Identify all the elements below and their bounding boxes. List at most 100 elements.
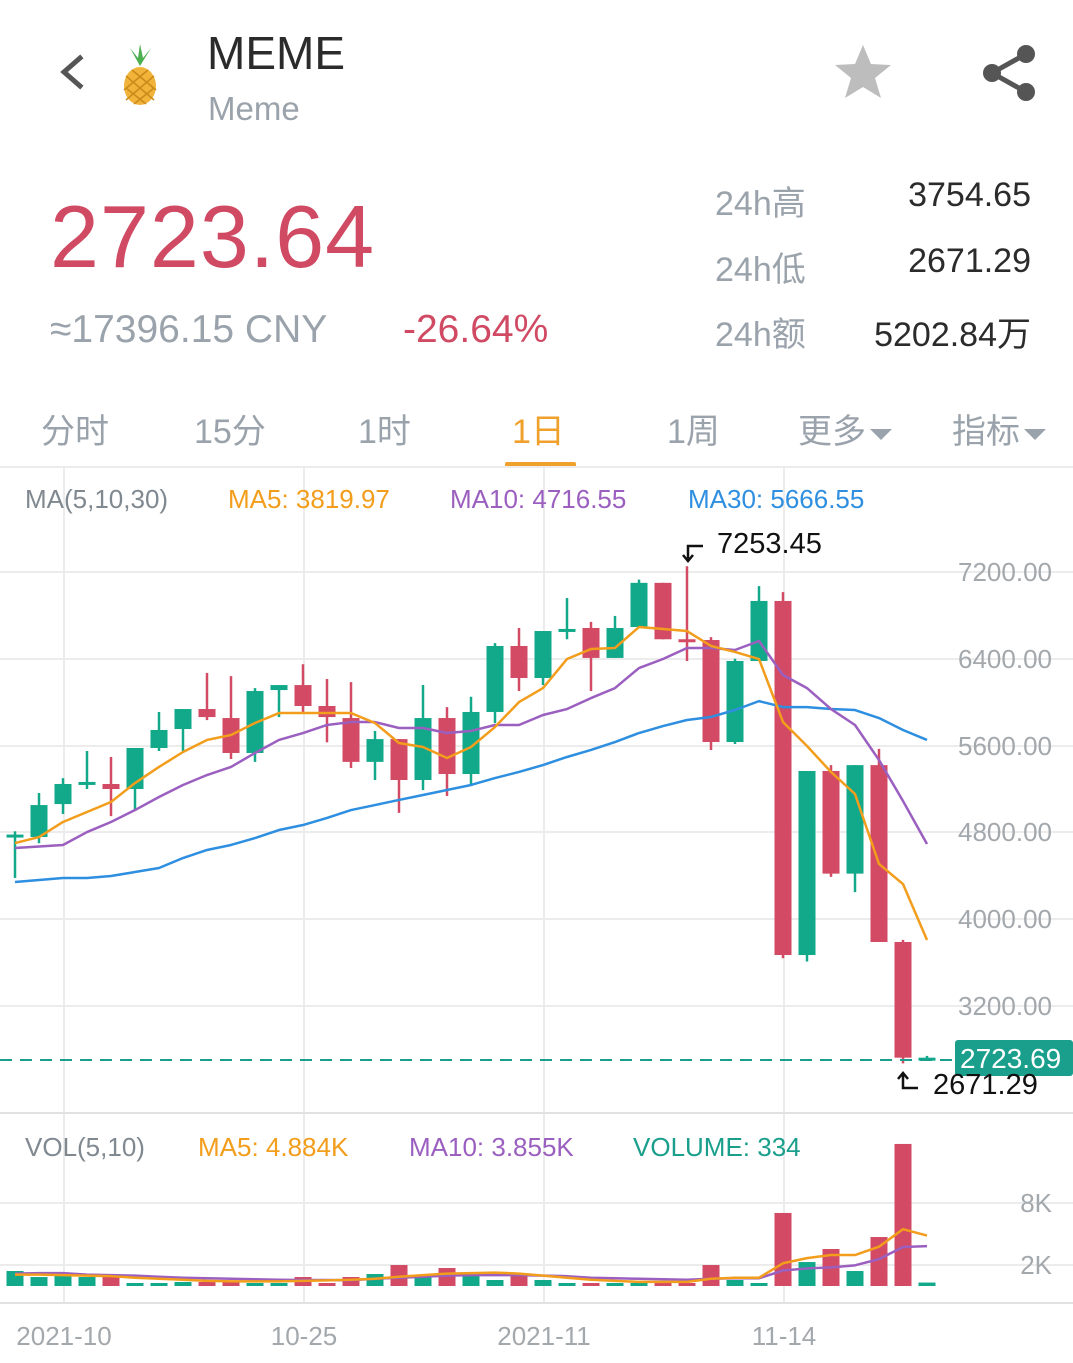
min-price-label: 2671.29 [933, 1069, 1038, 1101]
tab-label: 1时 [358, 413, 411, 451]
volume-bar [846, 1271, 864, 1286]
volume-bar [462, 1275, 480, 1286]
volume-bar [678, 1283, 696, 1286]
vol-legend-title: VOL(5,10) [25, 1132, 145, 1162]
chart-grid [0, 467, 1073, 1304]
coin-symbol: MEME [207, 27, 345, 79]
divider [0, 466, 1073, 468]
share-button[interactable] [978, 42, 1040, 104]
stat-low-label: 24h低 [715, 251, 806, 289]
candle-body [462, 711, 480, 775]
volume-bar [534, 1280, 552, 1286]
candle-body [822, 770, 840, 874]
tab-timeshare[interactable]: 分时 [41, 404, 109, 453]
tab-1day[interactable]: 1日 [512, 404, 565, 453]
candle-body [174, 709, 192, 729]
volume-bar [606, 1283, 624, 1286]
vol-ma5-legend: MA5: 4.884K [198, 1132, 349, 1162]
tab-label: 指标 [952, 413, 1020, 451]
volume-bar [126, 1283, 144, 1286]
candle-body [654, 582, 672, 640]
volume-bar [486, 1280, 504, 1286]
price-axis: 7200.00 6400.00 5600.00 4800.00 4000.00 3200.… [16, 557, 1052, 1351]
y-tick-label: 4000.00 [958, 904, 1052, 934]
chevron-left-icon [60, 54, 84, 90]
star-icon [835, 45, 891, 98]
ma-legend-title: MA(5,10,30) [25, 484, 168, 514]
volume-bar [702, 1265, 720, 1286]
candle-body [198, 709, 216, 718]
candle-body [390, 739, 408, 780]
candle-body [774, 600, 792, 956]
candle-body [150, 729, 168, 748]
volume-bar [798, 1262, 816, 1286]
candle-body [486, 645, 504, 712]
candle-body [870, 765, 888, 942]
change-percent: -26.64% [403, 308, 549, 351]
ma-lines [14, 625, 929, 1284]
y-tick-label: 7200.00 [958, 557, 1052, 587]
candle-body [102, 784, 120, 789]
candle-body [558, 628, 576, 632]
x-tick-label: 2021-11 [497, 1321, 591, 1351]
arrow-up-left-icon [897, 1071, 918, 1090]
candle-body [534, 631, 552, 679]
coin-name: Meme [208, 90, 300, 127]
candlestick-chart[interactable]: 7200.00 6400.00 5600.00 4800.00 4000.00 3200.… [0, 467, 1073, 1363]
ma5-line [14, 625, 929, 941]
vol-tick-label: 2K [1020, 1250, 1052, 1280]
tab-label: 分时 [41, 413, 109, 451]
ma10-line [14, 639, 929, 850]
price-cny: ≈17396.15 CNY [50, 308, 328, 351]
volume-legend: VOLUME: 334 [633, 1132, 801, 1162]
tab-15min[interactable]: 15分 [194, 404, 266, 453]
active-tab-indicator [505, 462, 576, 467]
back-button[interactable] [56, 52, 90, 92]
pineapple-icon [118, 44, 162, 106]
volume-bar [198, 1281, 216, 1286]
tab-label: 1日 [512, 413, 565, 451]
volume-bar [630, 1283, 648, 1286]
x-tick-label: 11-14 [752, 1321, 817, 1351]
max-marker: 7253.45 [682, 528, 822, 563]
volume-bar [654, 1283, 672, 1286]
last-price-tag [955, 1040, 1073, 1076]
volume-bar [414, 1277, 432, 1286]
favorite-button[interactable] [832, 42, 894, 104]
candle-body [582, 627, 600, 658]
ma5-legend: MA5: 3819.97 [228, 484, 390, 514]
tab-1week[interactable]: 1周 [667, 404, 720, 453]
volume-bar [222, 1281, 240, 1286]
candle-body [6, 834, 24, 838]
tab-indicators[interactable]: 指标 [952, 404, 1046, 453]
stat-high-value: 3754.65 [908, 176, 1031, 214]
candle-body [78, 781, 96, 785]
volume-bar [174, 1281, 192, 1286]
caret-down-icon [870, 428, 892, 440]
volume-bar [270, 1283, 288, 1286]
ma10-legend: MA10: 4716.55 [450, 484, 626, 514]
tab-1hour[interactable]: 1时 [358, 404, 411, 453]
volume-bar [102, 1275, 120, 1286]
tab-more[interactable]: 更多 [798, 404, 892, 453]
stat-low-value: 2671.29 [908, 242, 1031, 280]
candle-body [54, 784, 72, 805]
candle-body [606, 627, 624, 658]
candle-body [342, 718, 360, 762]
candle-body [438, 718, 456, 775]
candle-body [678, 639, 696, 643]
volume-bar [78, 1277, 96, 1286]
stat-amount-label: 24h额 [715, 316, 806, 354]
vol-ma10-legend: MA10: 3.855K [409, 1132, 574, 1162]
volume-bar [318, 1283, 336, 1286]
volume-bar [150, 1283, 168, 1286]
candle-body [750, 600, 768, 661]
ma30-legend: MA30: 5666.55 [688, 484, 864, 514]
y-tick-label: 5600.00 [958, 731, 1052, 761]
candle-body [726, 660, 744, 743]
vol-tick-label: 8K [1020, 1188, 1052, 1218]
min-marker: 2671.29 [897, 1069, 1038, 1101]
volume-bar [558, 1283, 576, 1286]
arrow-down-left-icon [682, 544, 703, 563]
y-tick-label: 3200.00 [958, 991, 1052, 1021]
